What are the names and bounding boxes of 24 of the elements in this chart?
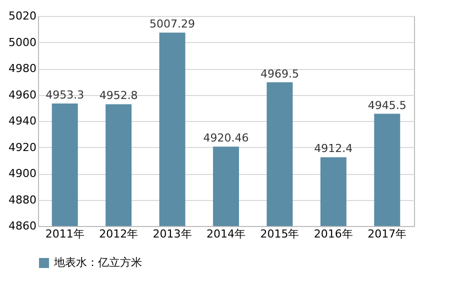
y-tick-label: 4860 (8, 220, 36, 232)
x-tick-label: 2011年 (45, 228, 84, 240)
data-label: 4945.5 (368, 98, 406, 112)
x-tick-label: 2017年 (368, 228, 407, 240)
y-tick-label: 5020 (8, 10, 36, 22)
y-tick-label: 4980 (8, 62, 36, 75)
x-tick-label: 2015年 (260, 228, 300, 240)
x-tick-label: 2016年 (314, 228, 353, 240)
x-tick-label: 2013年 (152, 228, 192, 240)
y-tick-label: 4880 (8, 193, 36, 206)
y-tick-label: 5000 (8, 36, 36, 49)
y-tick-label: 4920 (8, 140, 36, 154)
y-tick-label: 4960 (8, 88, 36, 102)
x-tick-label: 2012年 (99, 228, 138, 240)
data-label: 4969.5 (260, 67, 299, 80)
data-label: 5007.29 (150, 18, 196, 31)
legend-label: 地表水：亿立方米 (53, 256, 142, 269)
data-label: 4952.8 (99, 89, 138, 102)
y-tick-label: 4900 (8, 167, 36, 180)
data-label: 4953.3 (46, 88, 84, 102)
data-label: 4920.46 (203, 132, 249, 145)
x-tick-label: 2014年 (206, 228, 246, 240)
y-tick-label: 4940 (8, 114, 36, 128)
data-label: 4912.4 (314, 142, 353, 156)
